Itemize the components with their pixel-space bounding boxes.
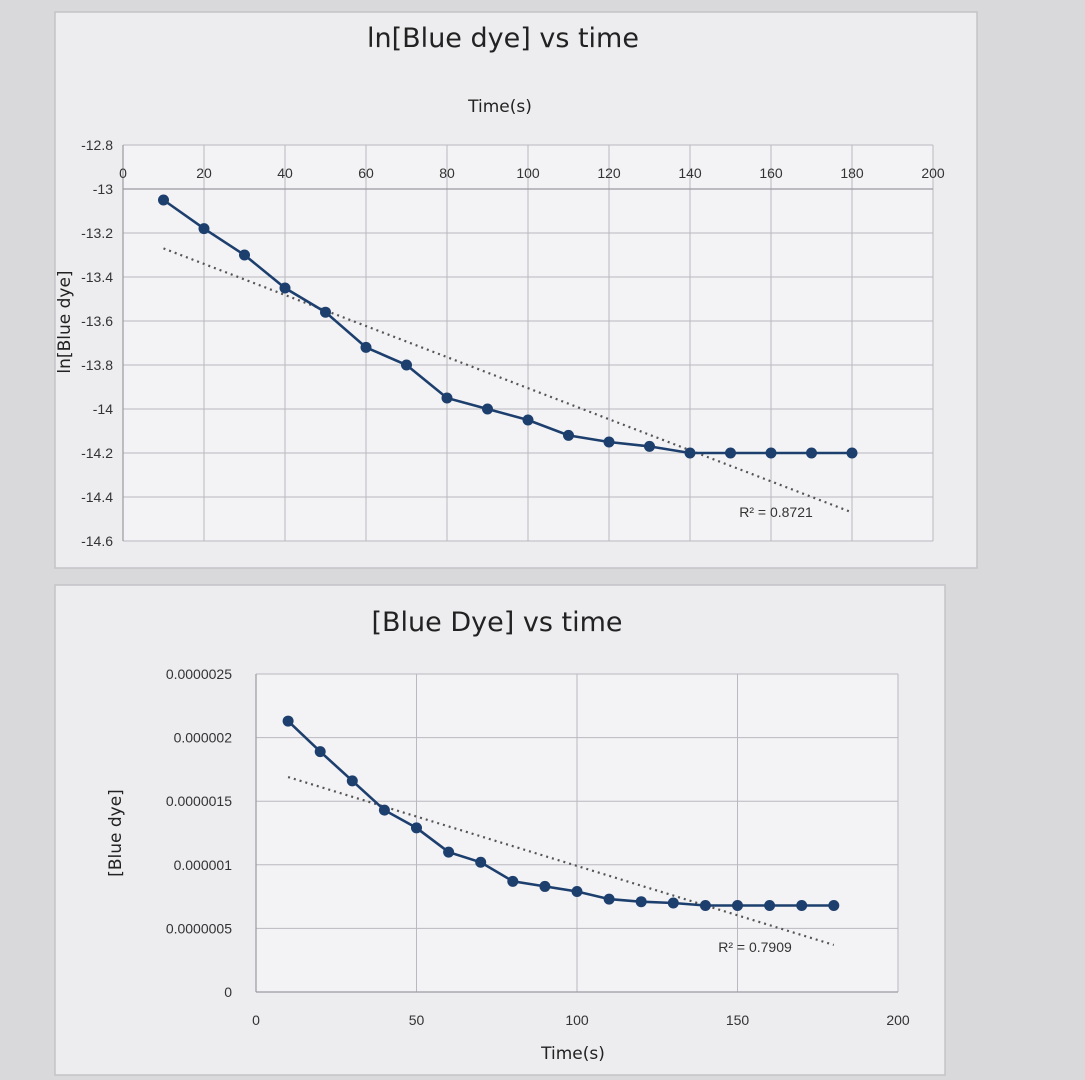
chart-2-data-point [378,804,390,816]
chart-1-data-point [279,282,291,294]
chart-1-data-point [806,447,817,459]
chart-1-data-point [198,223,210,235]
chart-1-x-tick-label: 40 [277,165,293,181]
chart-1-data-point [684,447,696,459]
chart-1-data-point [360,341,372,353]
chart-2-data-point [282,715,294,727]
chart-1-x-axis-title: Time(s) [467,97,532,117]
chart-2-y-tick-label: 0 [224,984,232,1000]
chart-1-data-point [563,429,574,441]
chart-1-x-tick-label: 180 [840,165,864,181]
chart-1-y-tick-label: -13.2 [81,225,113,241]
chart-1-x-tick-label: 0 [119,165,127,181]
chart-1-data-point [401,359,412,371]
chart-1-series-line [162,198,852,455]
chart-1-x-tick-label: 160 [759,165,783,181]
chart-2-y-axis-title: [Blue dye] [106,789,126,877]
chart-1-y-tick-label: -13.6 [81,313,113,329]
chart-2-data-point [732,900,743,912]
chart-2-x-tick-label: 100 [565,1012,589,1028]
chart-1-data-point [846,447,858,459]
chart-1-data-point [482,403,493,415]
chart-2-y-tick-label: 0.0000005 [166,920,232,936]
chart-1-y-tick-label: -13.4 [81,269,113,285]
chart-1-y-tick-label: -12.8 [81,137,113,153]
chart-1-r2-label: R² = 0.8721 [739,504,813,520]
chart-1-data-point [239,249,250,261]
chart-2-x-tick-label: 0 [252,1012,260,1028]
chart-2-data-point [314,746,326,758]
chart-2-data-point [699,900,711,912]
chart-1-y-tick-label: -14.2 [81,445,113,461]
chart-2-data-point [603,893,615,905]
chart-2-y-tick-label: 0.0000015 [166,793,232,809]
chart-1-data-point [765,447,777,459]
chart-1-y-axis-title: ln[Blue dye] [55,270,75,373]
chart-1-data-point [158,194,169,206]
chart-2-x-tick-label: 150 [726,1012,750,1028]
chart-2-x-tick-label: 50 [409,1012,425,1028]
chart-1-y-tick-label: -14.4 [81,489,113,505]
chart-2-x-axis-title: Time(s) [540,1044,605,1064]
chart-2-data-point [443,846,455,858]
chart-2-data-point [411,822,422,834]
chart-2-data-point [635,896,647,908]
chart-2-y-tick-label: 0.0000025 [166,666,232,682]
chart-1-x-tick-label: 200 [921,165,945,181]
chart-1-x-tick-label: 60 [358,165,374,181]
chart-2-r2-label: R² = 0.7909 [718,939,792,955]
chart-1-data-point [644,440,655,452]
chart-2-data-point [475,856,487,868]
chart-2-data-point [764,900,776,912]
chart-2-y-tick-label: 0.000001 [174,857,233,873]
chart-2-data-point [796,900,808,912]
chart-2-title: [Blue Dye] vs time [372,607,623,638]
chart-2-data-point [571,886,583,898]
chart-2-trendline [287,775,835,946]
chart-2-data-point [828,900,840,912]
chart-1-title: ln[Blue dye] vs time [367,23,639,54]
chart-2-data-point [346,775,358,787]
chart-1-data-point [441,392,453,404]
chart-1-data-point [725,447,736,459]
chart-1-x-tick-label: 80 [439,165,455,181]
chart-1-y-tick-label: -13.8 [81,357,113,373]
chart-1-data-point [522,414,534,426]
chart-1-y-tick-label: -14.6 [81,533,113,549]
chart-1-data-point [320,306,331,318]
chart-1-y-tick-label: -14 [93,401,113,417]
chart-2-y-tick-label: 0.000002 [174,730,233,746]
chart-2-x-tick-label: 200 [886,1012,910,1028]
chart-1-y-tick-label: -13 [93,181,113,197]
chart-2-data-point [667,897,679,909]
chart-2-data-point [507,875,519,887]
chart-1-x-tick-label: 120 [597,165,621,181]
chart-1-x-tick-label: 20 [196,165,212,181]
chart-1-x-tick-label: 100 [516,165,540,181]
chart-1-x-tick-label: 140 [678,165,702,181]
chart-2-data-point [539,880,551,892]
chart-1-data-point [603,436,615,448]
